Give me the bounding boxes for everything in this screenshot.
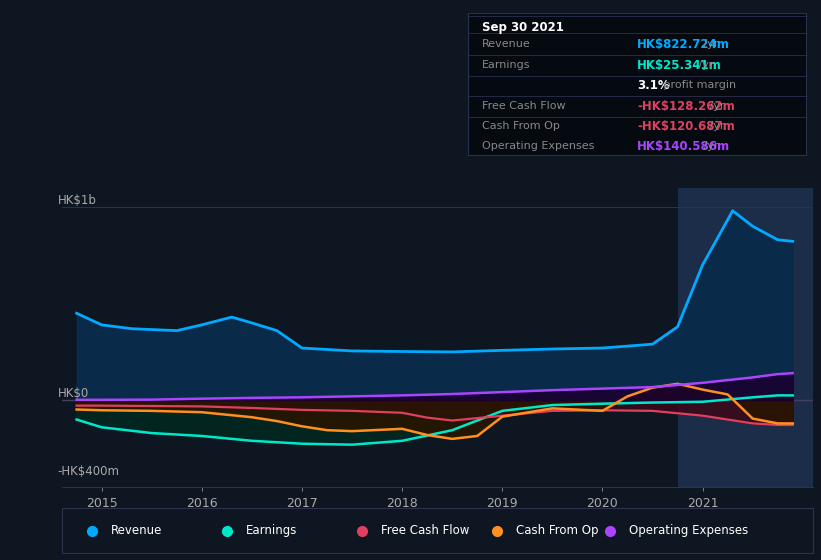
Text: Operating Expenses: Operating Expenses (481, 141, 594, 151)
Text: HK$822.724m: HK$822.724m (637, 38, 730, 50)
Text: HK$1b: HK$1b (57, 194, 97, 207)
Text: /yr: /yr (706, 121, 725, 131)
Text: Cash From Op: Cash From Op (481, 121, 559, 131)
Text: Free Cash Flow: Free Cash Flow (481, 101, 565, 111)
Text: -HK$128.262m: -HK$128.262m (637, 100, 735, 113)
FancyBboxPatch shape (62, 508, 813, 553)
Text: /yr: /yr (695, 60, 713, 71)
Text: Earnings: Earnings (245, 524, 297, 537)
Text: Cash From Op: Cash From Op (516, 524, 599, 537)
Text: Revenue: Revenue (110, 524, 162, 537)
Text: /yr: /yr (700, 141, 719, 151)
Text: /yr: /yr (700, 39, 719, 49)
Text: profit margin: profit margin (660, 80, 736, 90)
Bar (677, 188, 813, 487)
Text: Sep 30 2021: Sep 30 2021 (481, 21, 563, 34)
Text: /yr: /yr (706, 101, 725, 111)
Text: HK$140.586m: HK$140.586m (637, 139, 730, 152)
Text: HK$0: HK$0 (57, 387, 89, 400)
Text: Earnings: Earnings (481, 60, 530, 71)
Text: Operating Expenses: Operating Expenses (629, 524, 748, 537)
Text: 3.1%: 3.1% (637, 78, 670, 92)
Text: -HK$400m: -HK$400m (57, 465, 120, 478)
Text: HK$25.341m: HK$25.341m (637, 59, 722, 72)
Text: Free Cash Flow: Free Cash Flow (381, 524, 470, 537)
Text: Revenue: Revenue (481, 39, 530, 49)
Text: -HK$120.687m: -HK$120.687m (637, 120, 735, 133)
